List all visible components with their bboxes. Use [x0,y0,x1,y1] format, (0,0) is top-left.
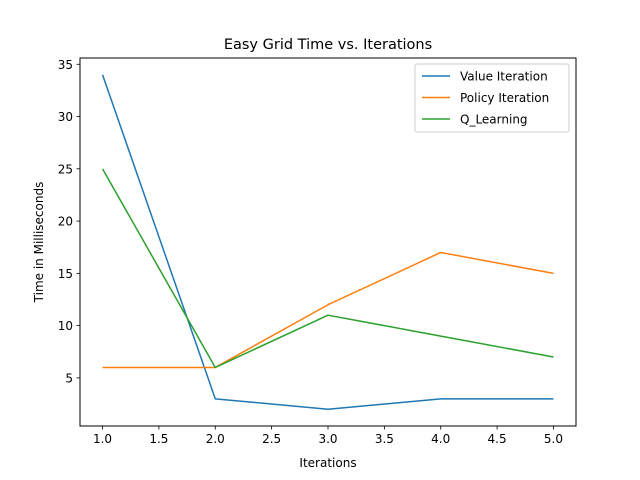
x-tick-label: 2.0 [206,432,225,446]
y-axis-label: Time in Milliseconds [32,182,46,304]
legend-box [414,63,570,133]
x-tick-label: 4.5 [488,432,507,446]
legend-label: Q_Learning [460,113,528,127]
x-tick-label: 1.0 [93,432,112,446]
y-tick-label: 20 [58,215,73,229]
y-axis-ticks: 5 10 15 20 25 30 35 [58,58,80,385]
series-line-value-iteration [101,74,554,411]
plot-frame [79,57,577,427]
x-tick-label: 2.5 [262,432,281,446]
y-tick-label: 35 [58,58,73,72]
y-tick-label: 15 [58,267,73,281]
legend-label: Value Iteration [460,70,548,84]
x-axis-label: Iterations [299,456,356,470]
legend-label: Policy Iteration [460,91,549,105]
chart-title: Easy Grid Time vs. Iterations [224,37,432,53]
x-tick-label: 3.0 [318,432,337,446]
x-tick-label: 5.0 [544,432,563,446]
x-tick-label: 1.5 [149,432,168,446]
y-tick-label: 25 [58,162,73,176]
series-layer [101,74,554,411]
y-tick-label: 30 [58,110,73,124]
x-tick-label: 4.0 [431,432,450,446]
x-axis-ticks: 1.0 1.5 2.0 2.5 3.0 3.5 4.0 4.5 5.0 [93,426,563,446]
y-tick-label: 5 [65,371,73,385]
series-line-q-learning [101,168,554,369]
series-line-policy-iteration [102,251,554,369]
x-tick-label: 3.5 [375,432,394,446]
legend: Value Iteration Policy Iteration Q_Learnin… [414,63,570,133]
y-tick-label: 10 [58,319,73,333]
